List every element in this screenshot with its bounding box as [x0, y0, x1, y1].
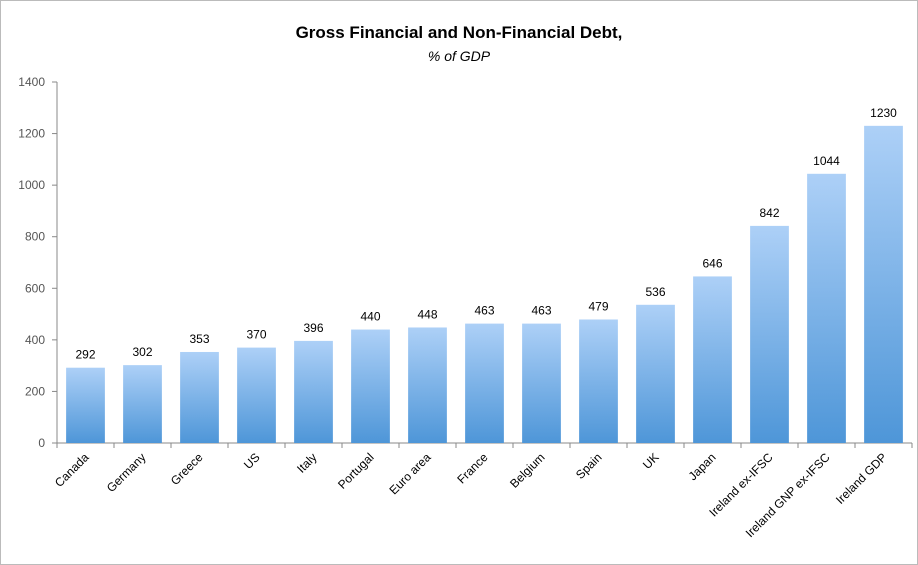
data-label: 463 [474, 304, 494, 318]
data-label: 842 [759, 206, 779, 220]
y-tick-label: 1200 [18, 127, 45, 141]
chart-subtitle: % of GDP [428, 48, 491, 64]
data-label: 370 [246, 328, 266, 342]
data-label: 1044 [813, 154, 840, 168]
bar [864, 125, 903, 443]
data-label: 479 [588, 299, 608, 313]
y-tick-label: 1000 [18, 178, 45, 192]
data-label: 463 [531, 304, 551, 318]
y-tick-label: 0 [38, 436, 45, 450]
bar [693, 276, 732, 443]
y-tick-label: 200 [25, 384, 45, 398]
data-label: 353 [189, 332, 209, 346]
data-label: 396 [303, 321, 323, 335]
data-label: 1230 [870, 106, 897, 120]
data-label: 646 [702, 256, 722, 270]
bar [465, 323, 504, 443]
bar [180, 351, 219, 443]
y-tick-label: 400 [25, 333, 45, 347]
bar [237, 347, 276, 443]
bar [579, 319, 618, 443]
bar [636, 304, 675, 443]
bar [408, 327, 447, 443]
y-tick-label: 600 [25, 281, 45, 295]
data-label: 536 [645, 285, 665, 299]
data-label: 448 [417, 307, 437, 321]
bar [351, 329, 390, 443]
y-tick-label: 800 [25, 230, 45, 244]
data-label: 292 [75, 348, 95, 362]
bar [750, 225, 789, 443]
y-tick-label: 1400 [18, 75, 45, 89]
bar [294, 340, 333, 443]
chart-title: Gross Financial and Non-Financial Debt, [296, 23, 623, 42]
data-label: 440 [360, 310, 380, 324]
data-label: 302 [132, 345, 152, 359]
bar [66, 367, 105, 443]
bar [123, 365, 162, 443]
bar [522, 323, 561, 443]
bar [807, 173, 846, 443]
